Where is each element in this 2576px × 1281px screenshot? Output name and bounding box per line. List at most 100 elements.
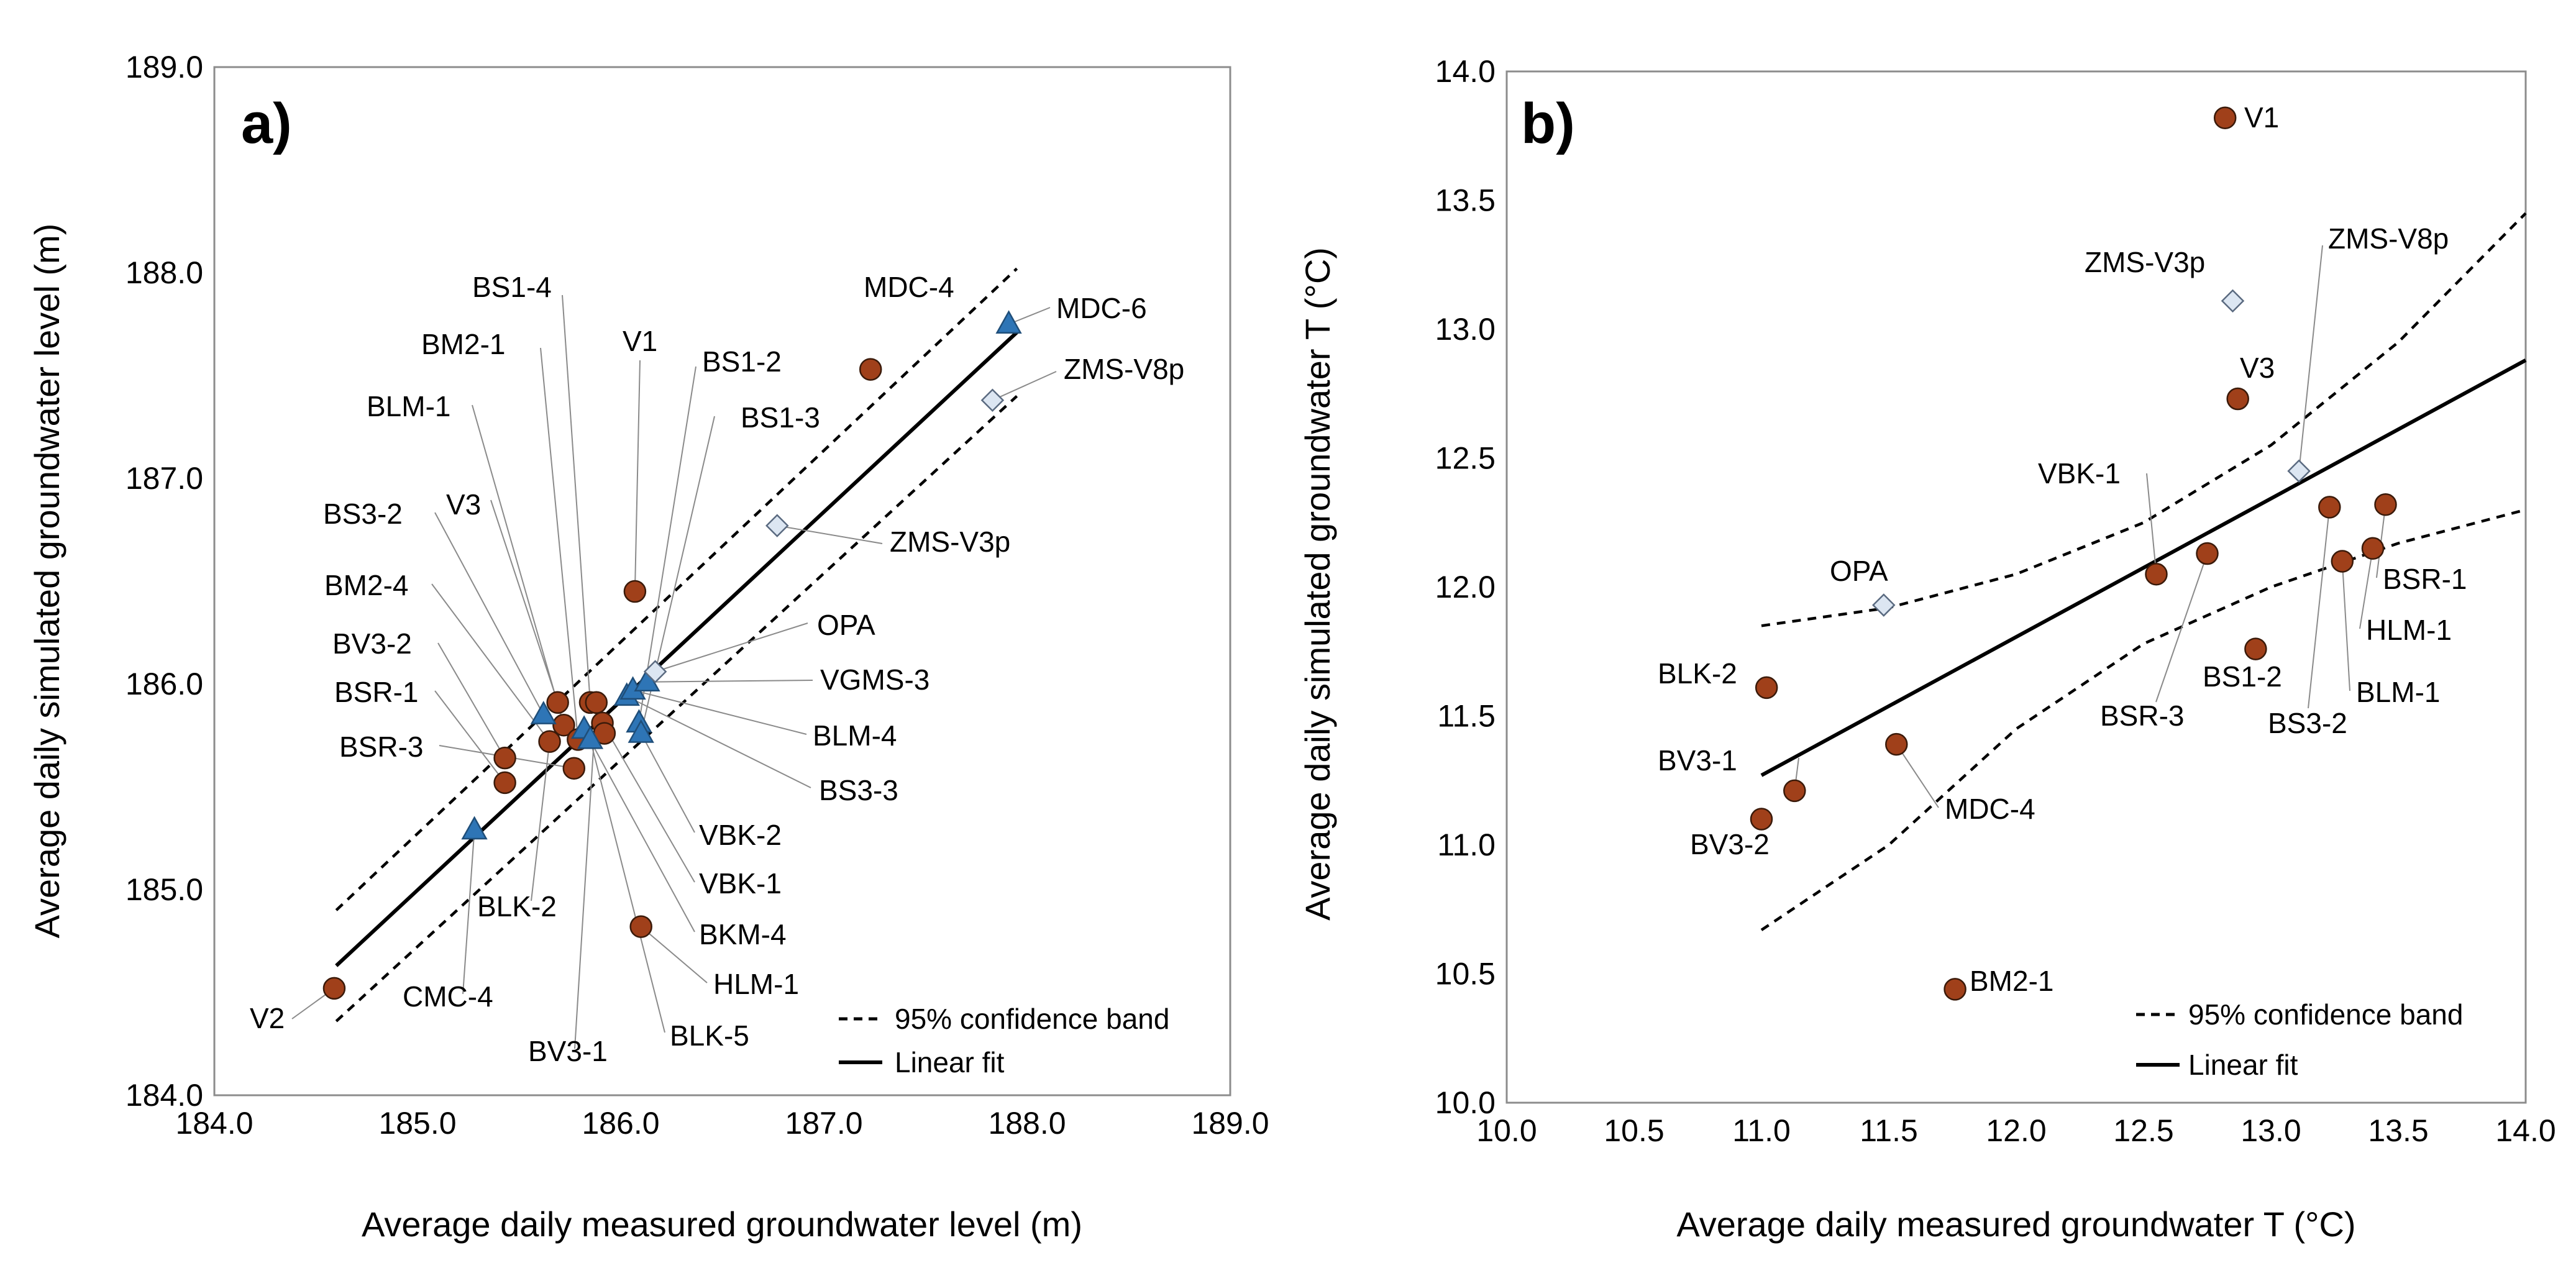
y-tick-label: 186.0 xyxy=(126,667,203,701)
point-label-bv3-1: BV3-1 xyxy=(1658,744,1737,777)
point-label-bsr-1: BSR-1 xyxy=(334,676,418,708)
data-point-circle xyxy=(322,977,346,1000)
data-point-triangle xyxy=(995,310,1022,334)
legend-label-linear-fit: Linear fit xyxy=(2188,1049,2298,1081)
data-point-circle xyxy=(2361,537,2385,560)
leader-line-opa xyxy=(655,622,808,673)
y-tick-label: 11.5 xyxy=(1437,699,1496,734)
leader-line-vbk-1 xyxy=(601,723,695,883)
point-label-hlm-1: HLM-1 xyxy=(2366,614,2452,646)
x-tick-label: 14.0 xyxy=(2495,1113,2555,1148)
panel-a-plot-area xyxy=(213,66,1231,1096)
data-point-triangle xyxy=(461,816,488,840)
point-label-bkm-4: BKM-4 xyxy=(699,918,787,950)
point-label-cmc-4: CMC-4 xyxy=(403,980,493,1013)
leader-line-v1 xyxy=(634,360,641,592)
data-point-circle xyxy=(585,691,608,714)
data-point-circle xyxy=(2213,106,2237,129)
leader-line-vbk-1 xyxy=(2146,473,2157,575)
leader-line-mdc-6 xyxy=(1008,307,1051,325)
point-label-bm2-4: BM2-4 xyxy=(324,569,408,601)
x-tick-label: 12.0 xyxy=(1986,1113,2046,1148)
point-label-blk-5: BLK-5 xyxy=(670,1019,749,1052)
confidence-band-lower xyxy=(1760,508,2526,931)
point-label-v2: V2 xyxy=(250,1002,285,1034)
leader-line-blm-4 xyxy=(633,689,807,735)
data-point-circle xyxy=(2145,563,2168,586)
point-label-blm-4: BLM-4 xyxy=(813,719,897,752)
leader-line-bv3-1 xyxy=(574,702,597,1049)
data-point-diamond xyxy=(643,660,667,683)
data-point-circle xyxy=(1783,779,1806,803)
point-label-bs3-2: BS3-2 xyxy=(323,498,403,530)
data-point-triangle xyxy=(628,719,654,743)
data-point-circle xyxy=(493,746,516,770)
y-tick-label: 13.5 xyxy=(1435,183,1496,218)
point-label-v3: V3 xyxy=(446,488,481,521)
leader-line-v3 xyxy=(490,499,559,703)
leader-line-bs3-2 xyxy=(2308,507,2331,709)
panel-b-y-axis-title: Average daily simulated groundwater T (°… xyxy=(1298,247,1337,921)
y-tick-label: 11.0 xyxy=(1437,827,1496,862)
linear-fit-line xyxy=(1760,358,2527,777)
point-label-mdc-4: MDC-4 xyxy=(864,271,954,303)
leader-line-bs3-3 xyxy=(626,695,811,788)
data-point-diamond xyxy=(2287,459,2311,483)
y-tick-label: 187.0 xyxy=(126,461,203,496)
point-label-vbk-1: VBK-1 xyxy=(699,867,782,900)
data-point-circle xyxy=(538,730,561,753)
point-label-bs1-2: BS1-2 xyxy=(2203,660,2282,693)
point-label-v3: V3 xyxy=(2240,352,2275,384)
data-point-circle xyxy=(546,691,569,714)
panel-b-tag: b) xyxy=(1521,92,1575,155)
leader-line-vgms-3 xyxy=(647,680,813,683)
point-label-bsr-1: BSR-1 xyxy=(2383,563,2467,595)
leader-line-bv3-2 xyxy=(437,642,506,759)
point-label-vgms-3: VGMS-3 xyxy=(820,663,929,696)
data-point-circle xyxy=(623,580,647,603)
leader-line-blk-2 xyxy=(531,741,550,901)
y-tick-label: 188.0 xyxy=(126,255,203,290)
x-tick-label: 189.0 xyxy=(1191,1106,1269,1141)
y-tick-label: 13.0 xyxy=(1435,312,1496,347)
panel-a-x-axis-title: Average daily measured groundwater level… xyxy=(362,1205,1082,1244)
data-point-diamond xyxy=(2221,289,2245,313)
x-tick-label: 12.5 xyxy=(2113,1113,2173,1148)
leader-line-blm-1 xyxy=(2341,561,2350,691)
legend-label-linear-fit: Linear fit xyxy=(895,1046,1005,1078)
point-label-zms-v8p: ZMS-V8p xyxy=(2328,222,2449,255)
data-point-circle xyxy=(1885,732,1908,756)
y-tick-label: 184.0 xyxy=(126,1078,203,1113)
point-label-opa: OPA xyxy=(1830,555,1888,587)
point-label-blk-2: BLK-2 xyxy=(477,890,557,923)
y-tick-label: 10.5 xyxy=(1435,957,1496,992)
point-label-blm-1: BLM-1 xyxy=(2356,676,2440,708)
x-tick-label: 13.0 xyxy=(2240,1113,2301,1148)
point-label-bsr-3: BSR-3 xyxy=(2100,700,2184,732)
data-point-circle xyxy=(1755,676,1778,700)
point-label-bs1-3: BS1-3 xyxy=(741,401,820,434)
leader-line-zms-v8p xyxy=(2298,245,2323,472)
point-label-bs1-4: BS1-4 xyxy=(472,271,552,303)
x-tick-label: 185.0 xyxy=(378,1106,456,1141)
data-point-circle xyxy=(2196,542,2219,565)
x-tick-label: 188.0 xyxy=(988,1106,1066,1141)
point-label-bsr-3: BSR-3 xyxy=(339,731,423,763)
y-tick-label: 12.0 xyxy=(1435,570,1496,604)
linear-fit-line xyxy=(335,331,1018,967)
panel-a-scatter: 184.0 185.0 186.0 187.0 188.0 189.0 184.0 185.0… xyxy=(27,50,1269,1244)
point-label-mdc-4: MDC-4 xyxy=(1945,793,2035,825)
point-label-zms-v3p: ZMS-V3p xyxy=(2085,246,2205,278)
x-tick-label: 186.0 xyxy=(582,1106,659,1141)
point-label-bm2-1: BM2-1 xyxy=(421,328,505,360)
data-point-circle xyxy=(2374,493,2397,516)
leader-line-bm2-1 xyxy=(540,347,579,740)
panel-a-y-axis-title: Average daily simulated groundwater leve… xyxy=(27,224,66,939)
data-point-circle xyxy=(2244,637,2267,660)
data-point-triangle xyxy=(530,701,557,724)
panel-b-scatter: 10.0 10.5 11.0 11.5 12.0 12.5 13.0 13.5 14.0 10.0… xyxy=(1298,54,2556,1244)
point-label-bv3-2: BV3-2 xyxy=(332,627,412,660)
point-label-v1: V1 xyxy=(2244,101,2279,134)
panel-b-x-axis-title: Average daily measured groundwater T (°C… xyxy=(1676,1205,2355,1244)
